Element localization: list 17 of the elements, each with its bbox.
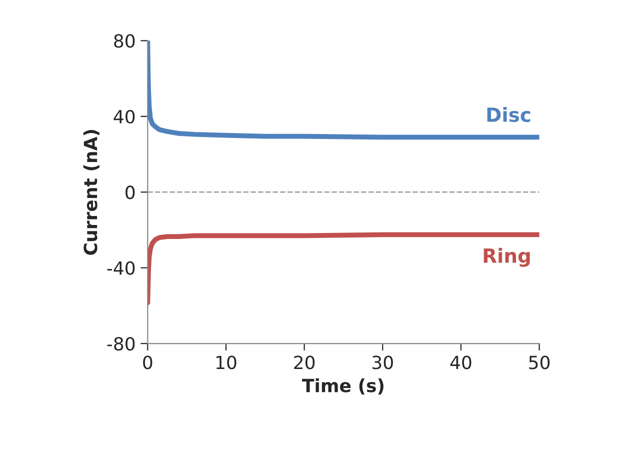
series-label: Ring <box>484 248 530 267</box>
x-tick-label: 50 <box>529 356 550 370</box>
x-tick-label: 0 <box>143 356 152 370</box>
y-tick-label: 40 <box>114 110 135 124</box>
y-tick-label: 0 <box>126 186 135 200</box>
x-axis-title: Time (s) <box>302 378 384 394</box>
x-tick-label: 10 <box>216 356 236 370</box>
x-tick-label: 30 <box>372 356 393 370</box>
line-series <box>148 40 540 140</box>
series-label: Disc <box>487 107 530 122</box>
y-tick-label: -40 <box>107 261 135 275</box>
y-axis-title: Current (nA) <box>83 130 100 255</box>
y-tick-label: -80 <box>107 336 135 351</box>
line-series <box>148 232 540 306</box>
y-tick-label: 80 <box>114 34 135 48</box>
x-tick-label: 40 <box>450 356 472 370</box>
x-tick-label: 20 <box>294 356 315 370</box>
